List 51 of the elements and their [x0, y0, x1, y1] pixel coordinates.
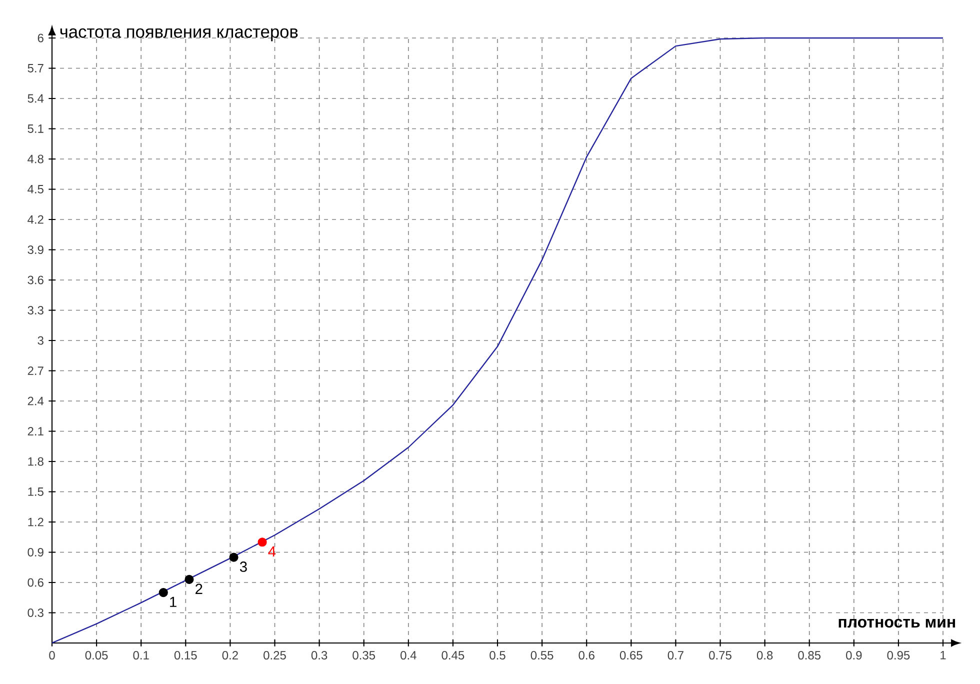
- x-tick-label: 0.1: [133, 651, 149, 660]
- x-tick-label: 0.15: [174, 651, 197, 660]
- x-tick-label: 0.2: [222, 651, 238, 660]
- y-tick-label: 0.6: [28, 578, 44, 587]
- x-tick-label: 0.85: [798, 651, 821, 660]
- x-tick-label: 0.3: [311, 651, 328, 660]
- x-tick-label: 0.35: [352, 651, 376, 660]
- x-tick-label: 0.65: [620, 651, 642, 660]
- x-tick-label: 0.75: [709, 651, 732, 660]
- x-tick-label: 0.7: [668, 651, 684, 660]
- x-tick-label: 0.8: [756, 651, 773, 660]
- x-tick-label: 1: [940, 651, 946, 660]
- x-tick-label: 0.95: [887, 651, 910, 660]
- x-tick-label: 0.55: [530, 651, 554, 660]
- point: [158, 588, 168, 598]
- y-tick-label: 3.3: [28, 306, 44, 314]
- x-tick-label: 0.45: [442, 651, 464, 660]
- y-tick-label: 3: [38, 336, 44, 345]
- y-tick-label: 1.8: [28, 457, 44, 466]
- annotation: 3: [240, 562, 247, 572]
- y-tick-label: 5.4: [28, 94, 44, 103]
- annotation: 1: [170, 596, 176, 607]
- point: [184, 574, 194, 584]
- y-tick-label: 4.8: [28, 154, 44, 164]
- x-tick-label: 0.25: [264, 651, 286, 660]
- x-tick-label: 0.9: [846, 651, 862, 660]
- y-tick-label: 4.2: [28, 215, 44, 224]
- y-tick-label: 3.6: [28, 276, 44, 284]
- x-tick-label: 0.4: [400, 651, 416, 660]
- y-axis-title: частота появления кластеров: [60, 28, 298, 42]
- x-tick-label: 0.5: [490, 651, 506, 660]
- y-tick-label: 2.4: [28, 396, 44, 406]
- point: [229, 552, 238, 562]
- point: [258, 538, 267, 547]
- annotation: 2: [196, 584, 202, 594]
- x-tick-label: 0.05: [85, 651, 108, 660]
- y-tick-label: 3.9: [28, 245, 44, 254]
- y-tick-label: 1.5: [28, 488, 44, 496]
- y-tick-label: 5.1: [28, 124, 44, 133]
- y-tick-label: 2.1: [28, 427, 44, 436]
- x-axis-title: плотность мин: [838, 618, 956, 628]
- y-tick-label: 4.5: [28, 185, 44, 194]
- y-tick-label: 2.7: [28, 366, 44, 375]
- x-tick-label: 0.6: [578, 651, 594, 660]
- y-tick-label: 0.9: [28, 548, 44, 556]
- y-tick-label: 6: [38, 34, 44, 42]
- y-tick-label: 1.2: [28, 518, 44, 526]
- x-tick-label: 0: [49, 651, 55, 660]
- y-tick-label: 5.7: [28, 64, 44, 72]
- annotation: 4: [268, 546, 276, 557]
- y-tick-label: 0.3: [28, 608, 44, 617]
